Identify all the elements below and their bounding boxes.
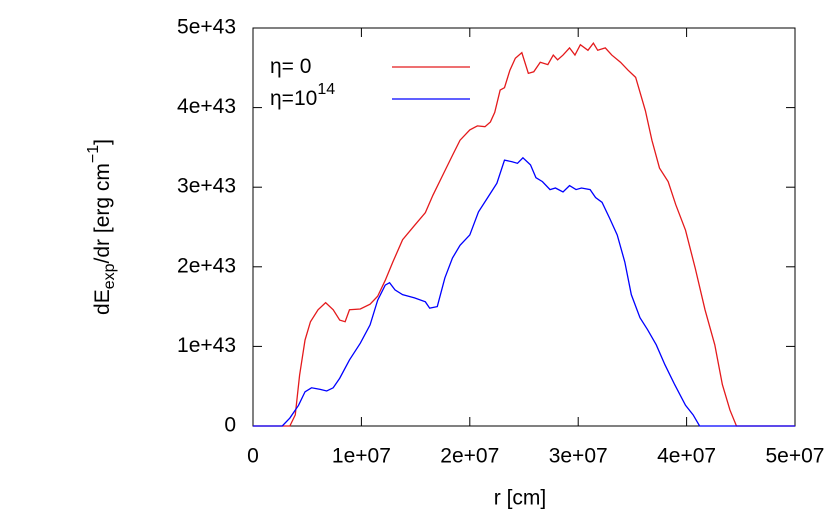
y-label-part: ] <box>91 139 114 145</box>
y-tick-label: 1e+43 <box>177 334 236 357</box>
legend-label: η= 0 <box>270 55 311 78</box>
y-label-part: /dr [erg cm <box>91 163 114 263</box>
y-label-sub: exp <box>101 263 118 289</box>
y-tick-label: 5e+43 <box>177 16 236 39</box>
x-tick-label: 5e+07 <box>766 445 825 468</box>
series-line <box>253 41 795 427</box>
y-tick-label: 2e+43 <box>177 254 236 277</box>
y-label-sup: −1 <box>85 145 102 163</box>
y-tick-label: 3e+43 <box>177 175 236 198</box>
legend-sup: 14 <box>317 81 335 98</box>
y-tick-label: 0 <box>224 414 236 437</box>
y-label-part: dE <box>91 289 114 315</box>
x-tick-label: 2e+07 <box>440 445 499 468</box>
x-tick-label: 1e+07 <box>332 445 391 468</box>
y-axis-label: dEexp/dr [erg cm−1] <box>85 139 118 315</box>
plot-frame <box>252 27 796 427</box>
x-axis-label: r [cm] <box>494 487 547 510</box>
legend-name: η= 0 <box>270 55 311 78</box>
y-tick-label: 4e+43 <box>177 95 236 118</box>
x-tick-label: 3e+07 <box>549 445 608 468</box>
series-line <box>253 156 795 427</box>
x-tick-label: 4e+07 <box>657 445 716 468</box>
x-tick-label: 0 <box>247 445 259 468</box>
legend-name: η=10 <box>270 87 317 110</box>
legend-label: η=1014 <box>270 81 335 109</box>
